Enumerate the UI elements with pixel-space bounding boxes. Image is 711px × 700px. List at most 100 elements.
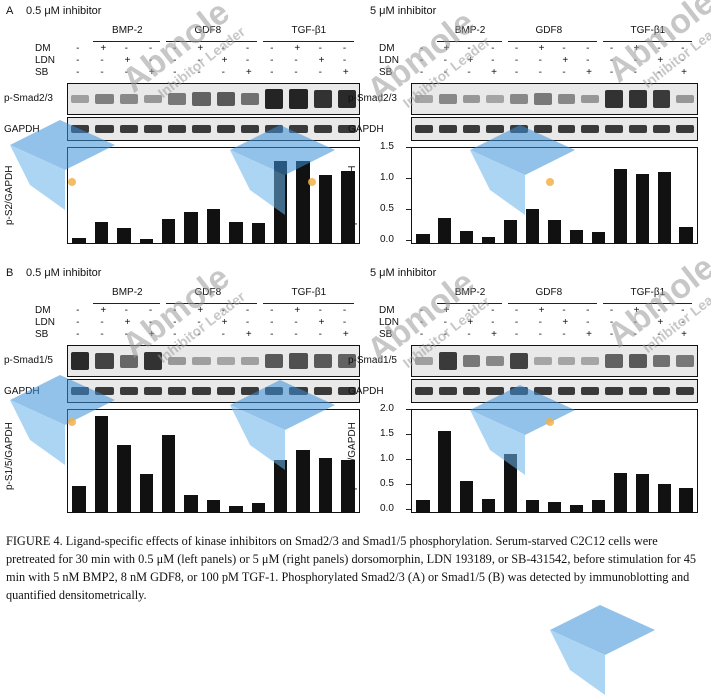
bar-chart: [411, 409, 698, 513]
treatment-row-label: SB: [379, 329, 393, 340]
group-label: BMP-2: [112, 287, 143, 298]
treatment-mark: -: [491, 43, 495, 54]
gapdh-band: [95, 125, 114, 133]
blot-band: [486, 95, 504, 103]
treatment-mark: -: [342, 43, 347, 54]
group-label: BMP-2: [454, 287, 486, 298]
chart-bar: [229, 506, 243, 512]
treatment-mark: -: [657, 305, 661, 316]
gapdh-band: [313, 387, 332, 395]
treatment-mark: +: [197, 43, 204, 54]
blot-band: [337, 354, 356, 368]
treatment-mark: -: [467, 329, 471, 340]
blot-band: [240, 92, 259, 106]
chart-bar: [296, 449, 310, 512]
chart-bar: [460, 231, 474, 243]
chart-bar: [251, 503, 265, 512]
treatment-mark: -: [270, 317, 274, 328]
treatment-mark: -: [514, 67, 519, 78]
group-label: TGF-β1: [630, 287, 666, 298]
gapdh-band: [192, 387, 211, 395]
treatment-mark: -: [197, 317, 201, 328]
chart-ytick: 1.5: [380, 428, 394, 439]
watermark-brand: Abmole: [600, 248, 711, 355]
treatment-mark: -: [657, 329, 661, 340]
treatment-mark: -: [633, 329, 637, 340]
gapdh-label: GAPDH: [4, 386, 40, 397]
chart-bar: [72, 485, 86, 512]
treatment-mark: +: [221, 317, 228, 328]
group-underline: [508, 303, 597, 304]
treatment-mark: -: [467, 305, 471, 316]
chart-bar: [591, 500, 605, 512]
chart-ytick-mark: [406, 509, 411, 510]
group-underline: [603, 41, 692, 42]
blot-band: [510, 352, 528, 370]
chart-bar: [72, 238, 86, 243]
chart-bar: [635, 473, 649, 512]
treatment-mark: -: [514, 55, 519, 66]
treatment-mark: -: [467, 43, 471, 54]
blot-band: [557, 357, 576, 365]
blot-band: [533, 93, 552, 105]
treatment-mark: +: [318, 55, 325, 66]
treatment-mark: -: [294, 55, 298, 66]
blot-band: [119, 354, 138, 368]
treatment-mark: +: [294, 43, 301, 54]
chart-bar: [460, 480, 474, 512]
group-underline: [93, 41, 160, 42]
treatment-mark: -: [342, 55, 347, 66]
treatment-mark: +: [443, 305, 450, 316]
treatment-mark: -: [514, 305, 519, 316]
gapdh-blot: [67, 117, 360, 141]
blot-label: p-Smad1/5: [4, 355, 53, 366]
watermark-dot: [68, 178, 76, 186]
chart-bar: [318, 458, 333, 512]
gapdh-band: [192, 125, 211, 133]
group-label: TGF-β1: [291, 287, 327, 298]
blot-band: [486, 355, 504, 367]
chart-bar: [547, 220, 562, 243]
chart-bar: [94, 416, 109, 512]
treatment-mark: -: [76, 329, 80, 340]
panel-title: 0.5 μM inhibitor: [26, 267, 102, 279]
chart-bar: [318, 174, 333, 243]
blot-band: [71, 351, 90, 371]
blot-band: [415, 95, 433, 103]
gapdh-band: [557, 125, 576, 133]
gapdh-band: [240, 387, 259, 395]
panel-letter: A: [6, 5, 14, 17]
gapdh-band: [119, 125, 138, 133]
gapdh-band: [313, 125, 332, 133]
gapdh-band: [240, 125, 259, 133]
bar-chart: [411, 147, 698, 244]
watermark-brand: Abmole: [600, 0, 711, 90]
chart-bar: [139, 473, 154, 512]
blot-band: [581, 94, 599, 104]
treatment-mark: -: [491, 305, 495, 316]
chart-ytick: 1.0: [380, 172, 394, 183]
treatment-mark: -: [76, 43, 80, 54]
group-label: BMP-2: [112, 25, 143, 36]
treatment-mark: -: [419, 317, 424, 328]
blot-band: [415, 356, 433, 366]
chart-bar: [162, 435, 176, 512]
treatment-mark: +: [294, 305, 301, 316]
chart-bar: [657, 172, 671, 243]
group-label: GDF8: [194, 287, 222, 298]
treatment-mark: -: [514, 317, 519, 328]
blot-band: [168, 93, 187, 105]
treatment-mark: +: [538, 43, 545, 54]
treatment-mark: -: [586, 43, 590, 54]
chart-ytick: 1.0: [380, 453, 394, 464]
gapdh-band: [676, 387, 694, 395]
treatment-mark: -: [609, 67, 614, 78]
treatment-mark: -: [681, 43, 685, 54]
phospho-blot: [67, 345, 360, 377]
treatment-mark: -: [633, 317, 637, 328]
blot-band: [652, 354, 671, 368]
treatment-mark: -: [633, 55, 637, 66]
treatment-mark: -: [197, 55, 201, 66]
gapdh-band: [557, 387, 576, 395]
treatment-mark: +: [245, 329, 252, 340]
